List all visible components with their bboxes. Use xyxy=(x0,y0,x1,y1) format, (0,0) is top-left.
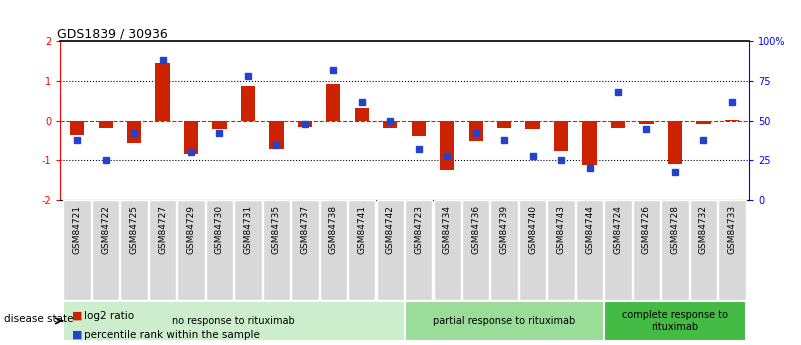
Bar xyxy=(554,121,568,150)
Text: GSM84726: GSM84726 xyxy=(642,205,651,254)
Text: GSM84725: GSM84725 xyxy=(130,205,139,254)
Bar xyxy=(326,84,340,121)
Bar xyxy=(412,121,426,136)
Bar xyxy=(525,121,540,129)
Text: log2 ratio: log2 ratio xyxy=(84,311,135,321)
Text: no response to rituximab: no response to rituximab xyxy=(172,316,295,326)
Bar xyxy=(725,120,739,121)
Text: ■: ■ xyxy=(72,311,83,321)
FancyBboxPatch shape xyxy=(120,200,147,300)
FancyBboxPatch shape xyxy=(405,301,604,341)
Bar xyxy=(269,121,284,149)
FancyBboxPatch shape xyxy=(576,200,603,300)
Text: GSM84723: GSM84723 xyxy=(414,205,423,254)
FancyBboxPatch shape xyxy=(63,301,405,341)
FancyBboxPatch shape xyxy=(348,200,376,300)
Bar xyxy=(155,63,170,121)
Bar xyxy=(469,121,483,141)
Text: percentile rank within the sample: percentile rank within the sample xyxy=(84,330,260,339)
Text: complete response to
rituximab: complete response to rituximab xyxy=(622,310,728,332)
Text: GSM84739: GSM84739 xyxy=(500,205,509,254)
FancyBboxPatch shape xyxy=(690,200,717,300)
FancyBboxPatch shape xyxy=(547,200,575,300)
Bar xyxy=(70,121,84,135)
FancyBboxPatch shape xyxy=(405,200,433,300)
FancyBboxPatch shape xyxy=(718,200,746,300)
FancyBboxPatch shape xyxy=(149,200,176,300)
Bar xyxy=(639,121,654,124)
Bar xyxy=(212,121,227,129)
FancyBboxPatch shape xyxy=(92,200,119,300)
Text: GSM84738: GSM84738 xyxy=(329,205,338,254)
Bar xyxy=(582,121,597,165)
Text: GSM84741: GSM84741 xyxy=(357,205,366,254)
FancyBboxPatch shape xyxy=(490,200,517,300)
Text: GSM84729: GSM84729 xyxy=(187,205,195,254)
FancyBboxPatch shape xyxy=(292,200,319,300)
Bar xyxy=(497,121,511,128)
Text: GSM84730: GSM84730 xyxy=(215,205,224,254)
Text: GDS1839 / 30936: GDS1839 / 30936 xyxy=(57,27,167,40)
Bar xyxy=(127,121,141,142)
Text: GSM84737: GSM84737 xyxy=(300,205,309,254)
FancyBboxPatch shape xyxy=(433,200,461,300)
Bar xyxy=(668,121,682,164)
Text: GSM84733: GSM84733 xyxy=(727,205,736,254)
Bar xyxy=(440,121,454,170)
FancyBboxPatch shape xyxy=(604,301,746,341)
FancyBboxPatch shape xyxy=(462,200,489,300)
FancyBboxPatch shape xyxy=(604,200,632,300)
FancyBboxPatch shape xyxy=(206,200,233,300)
Text: ■: ■ xyxy=(72,330,83,339)
Text: GSM84740: GSM84740 xyxy=(528,205,537,254)
Bar xyxy=(383,121,397,128)
FancyBboxPatch shape xyxy=(320,200,347,300)
Text: GSM84744: GSM84744 xyxy=(585,205,594,254)
Text: disease state: disease state xyxy=(4,314,74,324)
Text: GSM84736: GSM84736 xyxy=(471,205,480,254)
FancyBboxPatch shape xyxy=(662,200,689,300)
Text: GSM84734: GSM84734 xyxy=(443,205,452,254)
Bar xyxy=(355,108,369,121)
Text: GSM84722: GSM84722 xyxy=(101,205,110,254)
Bar xyxy=(99,121,113,128)
Text: partial response to rituximab: partial response to rituximab xyxy=(433,316,575,326)
Bar xyxy=(184,121,198,155)
FancyBboxPatch shape xyxy=(519,200,546,300)
Bar xyxy=(241,86,255,121)
FancyBboxPatch shape xyxy=(633,200,660,300)
Text: GSM84727: GSM84727 xyxy=(158,205,167,254)
FancyBboxPatch shape xyxy=(234,200,262,300)
FancyBboxPatch shape xyxy=(177,200,205,300)
Text: GSM84743: GSM84743 xyxy=(557,205,566,254)
FancyBboxPatch shape xyxy=(263,200,290,300)
Text: GSM84731: GSM84731 xyxy=(244,205,252,254)
Text: GSM84728: GSM84728 xyxy=(670,205,679,254)
FancyBboxPatch shape xyxy=(376,200,404,300)
Text: GSM84742: GSM84742 xyxy=(386,205,395,254)
Text: GSM84724: GSM84724 xyxy=(614,205,622,254)
Bar xyxy=(696,121,710,124)
Bar xyxy=(298,121,312,127)
FancyBboxPatch shape xyxy=(63,200,91,300)
Text: GSM84735: GSM84735 xyxy=(272,205,281,254)
Bar xyxy=(611,121,625,128)
Text: GSM84732: GSM84732 xyxy=(699,205,708,254)
Text: GSM84721: GSM84721 xyxy=(73,205,82,254)
